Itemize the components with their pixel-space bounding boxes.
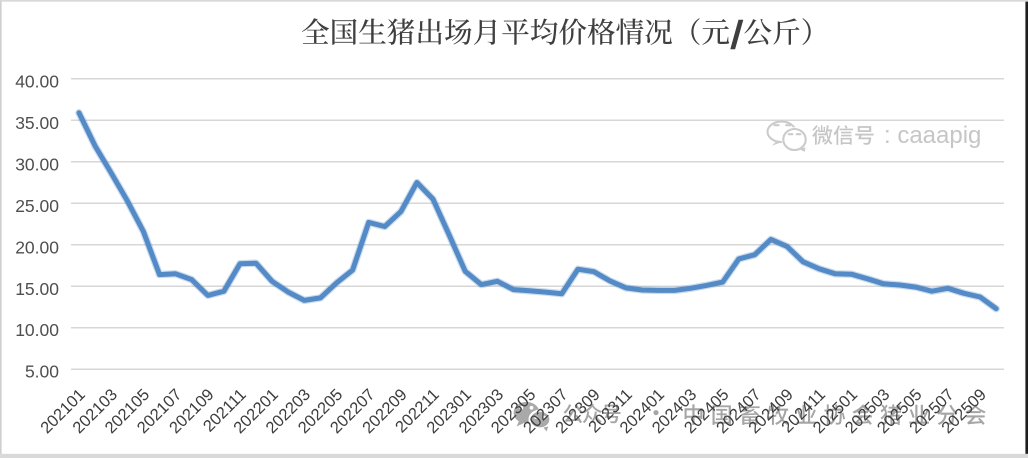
svg-text:: caaapig: : caaapig [884, 122, 981, 149]
svg-text:35.00: 35.00 [15, 113, 59, 133]
svg-text:10.00: 10.00 [15, 320, 59, 340]
svg-text:25.00: 25.00 [15, 196, 59, 216]
svg-text:: caaapig: : caaapig [885, 124, 982, 151]
svg-text:20.00: 20.00 [15, 237, 59, 257]
svg-text:40.00: 40.00 [15, 71, 59, 91]
svg-text:15.00: 15.00 [15, 279, 59, 299]
svg-text:5.00: 5.00 [25, 362, 59, 382]
svg-text:30.00: 30.00 [15, 154, 59, 174]
